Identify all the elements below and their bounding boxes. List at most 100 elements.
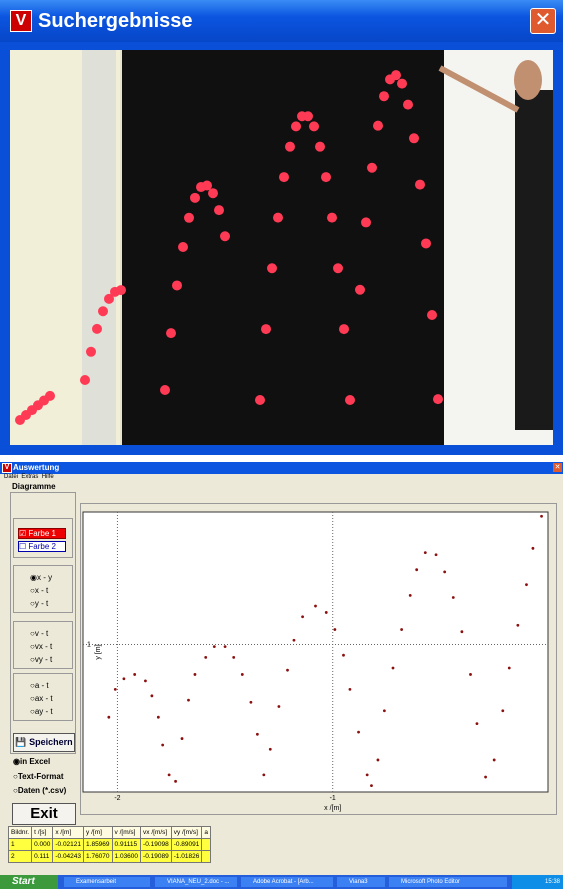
radio-option[interactable]: ay - t bbox=[30, 707, 53, 716]
app-icon: V bbox=[2, 463, 12, 473]
table-header: Bildnr. t /[s] x /[m] y /[m] v /[m/s] vx /[m/… bbox=[7, 826, 211, 839]
plot-frame bbox=[80, 503, 557, 815]
data-point bbox=[382, 709, 386, 713]
header-cell: a bbox=[201, 826, 211, 839]
taskbar-item[interactable]: Examensarbeit bbox=[64, 877, 150, 887]
data-point bbox=[187, 698, 190, 702]
ball bbox=[339, 324, 349, 335]
header-cell: y /[m] bbox=[83, 826, 113, 839]
ball bbox=[279, 172, 289, 183]
data-point bbox=[262, 773, 266, 777]
table-row: 1 0.000 -0.02121 1.85969 0.91115 -0.19098 -0.8… bbox=[7, 838, 211, 851]
ball bbox=[409, 133, 419, 144]
taskbar-item[interactable]: Adobe Acrobat - [Arb... bbox=[241, 877, 333, 887]
data-point bbox=[469, 673, 472, 676]
table-cell: 0.111 bbox=[31, 850, 54, 863]
data-point bbox=[525, 583, 528, 587]
taskbar-item[interactable]: Viana3 bbox=[337, 877, 385, 887]
save-option[interactable]: Text-Format bbox=[13, 772, 64, 781]
data-point bbox=[249, 700, 253, 704]
data-point bbox=[240, 673, 244, 676]
ball bbox=[397, 78, 407, 89]
save-option[interactable]: Daten (*.csv) bbox=[13, 786, 66, 795]
data-point bbox=[324, 611, 328, 614]
ball bbox=[214, 205, 224, 216]
data-point bbox=[232, 655, 236, 659]
taskbar: Start 15:38 Examensarbeit VIANA_NEU_2.doc… bbox=[0, 875, 563, 889]
radio-option[interactable]: vx - t bbox=[30, 642, 52, 651]
data-point bbox=[150, 694, 154, 698]
taskbar-item[interactable]: VIANA_NEU_2.doc - ... bbox=[155, 877, 237, 887]
x-tick-label: -1 bbox=[330, 795, 336, 802]
data-point bbox=[408, 593, 412, 597]
ball bbox=[327, 212, 337, 223]
data-point bbox=[314, 604, 317, 608]
window-title: Suchergebnisse bbox=[38, 10, 193, 32]
ball bbox=[92, 323, 102, 334]
data-point bbox=[492, 758, 496, 762]
title-bar bbox=[0, 462, 563, 474]
ball bbox=[208, 188, 218, 199]
table-cell bbox=[201, 850, 211, 863]
ball bbox=[315, 141, 325, 152]
menu-item[interactable]: Extras bbox=[21, 474, 39, 480]
data-point bbox=[451, 596, 455, 599]
y-axis-label: y [m] bbox=[95, 644, 102, 659]
start-button[interactable]: Start bbox=[0, 875, 58, 889]
ball bbox=[273, 212, 283, 223]
menu-item[interactable]: Datei bbox=[4, 474, 19, 480]
table-cell: 1.85969 bbox=[83, 838, 113, 851]
save-button[interactable]: 💾 Speichern bbox=[13, 733, 75, 752]
ball bbox=[220, 231, 230, 242]
ball bbox=[345, 395, 355, 405]
data-point bbox=[516, 623, 520, 627]
ball bbox=[166, 328, 176, 339]
ball bbox=[202, 180, 212, 191]
x-axis-label: x /[m] bbox=[324, 805, 341, 812]
data-point bbox=[484, 775, 487, 779]
header-cell: v /[m/s] bbox=[111, 826, 142, 839]
radio-option[interactable]: a - t bbox=[30, 681, 49, 690]
menu-bar: Datei Extras Hilfe bbox=[4, 474, 54, 480]
radio-option[interactable]: y - t bbox=[30, 599, 48, 608]
radio-option[interactable]: vy - t bbox=[30, 655, 52, 664]
table-cell: -0.19089 bbox=[140, 850, 172, 863]
ball bbox=[190, 192, 200, 203]
data-point bbox=[460, 630, 464, 634]
data-point bbox=[507, 666, 511, 670]
data-point bbox=[133, 673, 137, 676]
close-button[interactable]: ✕ bbox=[530, 8, 556, 34]
taskbar-item[interactable]: Microsoft Photo Editor bbox=[389, 877, 507, 887]
data-point bbox=[180, 737, 184, 740]
save-option[interactable]: in Excel bbox=[13, 757, 50, 766]
ball bbox=[333, 263, 343, 274]
ball bbox=[45, 390, 55, 401]
data-point bbox=[423, 551, 427, 555]
table-cell: 2 bbox=[7, 850, 33, 863]
group-title: Diagramme bbox=[12, 482, 56, 491]
color-checkbox[interactable]: ☐ Farbe 2 bbox=[18, 541, 66, 552]
data-point bbox=[167, 773, 171, 777]
data-point bbox=[174, 779, 177, 783]
radio-option[interactable]: x - t bbox=[30, 586, 48, 595]
table-cell: -0.19098 bbox=[140, 838, 172, 851]
radio-option[interactable]: ax - t bbox=[30, 694, 53, 703]
header-cell: vx /[m/s] bbox=[140, 826, 172, 839]
radio-option[interactable]: x - y bbox=[30, 573, 52, 582]
color-group bbox=[13, 518, 73, 558]
radio-group bbox=[13, 565, 73, 613]
data-point bbox=[301, 615, 304, 619]
search-window: V Suchergebnisse ✕ bbox=[0, 0, 563, 455]
table-cell bbox=[201, 838, 211, 851]
ball bbox=[373, 120, 383, 131]
ball bbox=[267, 263, 277, 274]
data-point bbox=[475, 722, 479, 726]
data-point bbox=[161, 743, 165, 747]
menu-item[interactable]: Hilfe bbox=[41, 474, 54, 480]
table-cell: 0.91115 bbox=[111, 838, 142, 851]
color-checkbox[interactable]: ☑ Farbe 1 bbox=[18, 528, 66, 539]
close-button[interactable]: ✕ bbox=[553, 463, 562, 472]
exit-button[interactable]: Exit bbox=[12, 803, 76, 825]
radio-option[interactable]: v - t bbox=[30, 629, 48, 638]
